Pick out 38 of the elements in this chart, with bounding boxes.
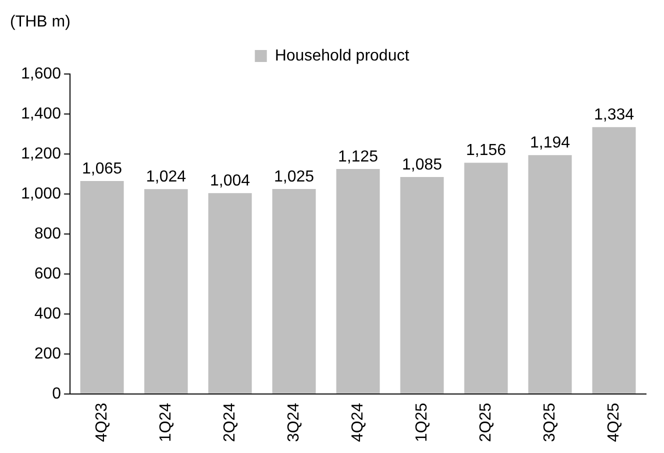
bar — [272, 188, 316, 394]
x-tick-label: 4Q24 — [349, 402, 366, 442]
bar — [400, 176, 444, 394]
bar — [336, 168, 380, 394]
data-label: 1,194 — [530, 134, 570, 152]
bar — [592, 127, 636, 394]
legend-label: Household product — [274, 47, 410, 64]
data-label: 1,334 — [594, 106, 634, 124]
data-label: 1,065 — [82, 160, 122, 178]
x-tick-label: 4Q25 — [605, 402, 622, 442]
data-label: 1,025 — [274, 168, 314, 186]
x-tick-label: 1Q25 — [413, 402, 430, 442]
x-tick-label: 4Q23 — [93, 402, 110, 442]
data-label: 1,125 — [338, 148, 378, 166]
x-tick-label: 3Q25 — [541, 402, 558, 442]
y-tick-label: 1,400 — [20, 105, 62, 122]
y-tick-label: 0 — [52, 385, 62, 402]
y-tick-label: 1,600 — [20, 65, 62, 82]
y-tick-label: 200 — [34, 345, 62, 362]
data-label: 1,004 — [210, 172, 250, 190]
x-tick-label: 2Q25 — [477, 402, 494, 442]
data-label: 1,156 — [466, 142, 506, 160]
y-axis-title: (THB m) — [10, 13, 70, 30]
x-tick-label: 1Q24 — [157, 402, 174, 442]
y-tick-label: 400 — [34, 305, 62, 322]
y-tick-label: 600 — [34, 265, 62, 282]
y-tick-label: 1,000 — [20, 185, 62, 202]
x-tick-label: 2Q24 — [221, 402, 238, 442]
y-tick-label: 800 — [34, 225, 62, 242]
x-tick-label: 3Q24 — [285, 402, 302, 442]
bar — [144, 189, 188, 394]
bar — [464, 162, 508, 394]
bar — [80, 180, 124, 394]
bar — [208, 193, 252, 394]
data-label: 1,085 — [402, 156, 442, 174]
y-tick-label: 1,200 — [20, 145, 62, 162]
data-label: 1,024 — [146, 168, 186, 186]
bar — [528, 155, 572, 394]
